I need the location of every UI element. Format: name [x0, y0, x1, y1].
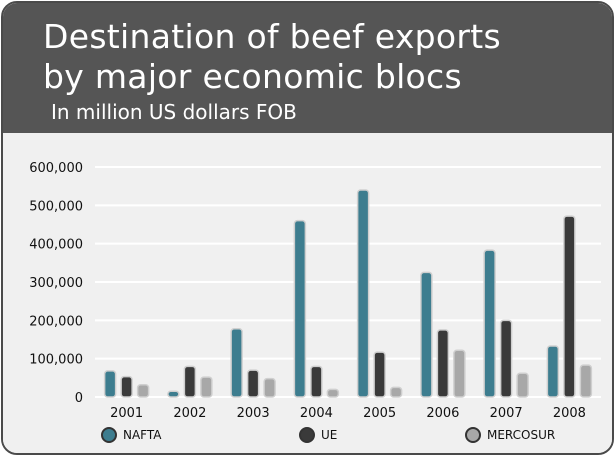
- chart-header: Destination of beef exports by major eco…: [3, 3, 612, 133]
- bar-nafta-2002: [167, 390, 180, 398]
- bar-mercosur-2004: [326, 388, 340, 398]
- bar-nafta-2001: [103, 370, 117, 398]
- bar-nafta-2004: [293, 219, 307, 398]
- bar-ue-2004: [310, 365, 323, 398]
- y-tick-label: 600,000: [29, 161, 83, 176]
- bar-mercosur-2001: [136, 383, 150, 398]
- chart-title: Destination of beef exports by major eco…: [43, 17, 501, 96]
- y-tick-label: 400,000: [29, 238, 83, 253]
- y-tick-label: 0: [75, 391, 83, 406]
- bar-nafta-2005: [356, 189, 370, 398]
- bar-ue-2003: [246, 369, 260, 398]
- y-tick-label: 200,000: [29, 314, 83, 329]
- y-tick-label: 500,000: [29, 199, 83, 214]
- legend-item-mercosur: MERCOSUR: [465, 425, 555, 445]
- bar-ue-2006: [436, 329, 450, 398]
- bar-ue-2007: [499, 319, 513, 398]
- bar-mercosur-2008: [579, 364, 593, 398]
- x-tick-label: 2008: [553, 406, 586, 421]
- legend-item-ue: UE: [299, 425, 337, 445]
- bar-mercosur-2005: [389, 386, 403, 398]
- bar-ue-2002: [183, 365, 197, 398]
- legend-swatch-ue: [299, 427, 315, 443]
- x-tick-label: 2002: [173, 406, 206, 421]
- bar-mercosur-2002: [200, 376, 213, 398]
- y-tick-label: 100,000: [29, 353, 83, 368]
- legend-label-ue: UE: [321, 428, 338, 442]
- legend-label-nafta: NAFTA: [123, 428, 162, 442]
- y-tick-label: 300,000: [29, 276, 83, 291]
- bar-ue-2001: [120, 375, 133, 398]
- legend-swatch-nafta: [101, 427, 117, 443]
- bar-mercosur-2003: [263, 377, 276, 398]
- x-tick-label: 2005: [363, 406, 396, 421]
- plot-area: 0 100,000 200,000 300,000 400,000 500,000 600,…: [3, 133, 612, 453]
- bar-ue-2008: [563, 215, 576, 398]
- legend-swatch-mercosur: [465, 427, 481, 443]
- bar-mercosur-2006: [453, 349, 466, 398]
- bar-mercosur-2007: [516, 372, 529, 398]
- chart-subtitle: In million US dollars FOB: [51, 100, 297, 124]
- bar-nafta-2008: [546, 345, 560, 398]
- bar-chart: 0 100,000 200,000 300,000 400,000 500,000 600,…: [29, 161, 601, 421]
- legend-label-mercosur: MERCOSUR: [487, 428, 556, 442]
- bar-nafta-2007: [483, 249, 496, 398]
- x-tick-label: 2006: [426, 406, 459, 421]
- x-tick-label: 2003: [237, 406, 270, 421]
- bar-nafta-2003: [230, 328, 243, 398]
- x-tick-label: 2004: [300, 406, 333, 421]
- x-tick-label: 2007: [490, 406, 523, 421]
- x-tick-label: 2001: [110, 406, 143, 421]
- bar-ue-2005: [373, 351, 386, 398]
- bar-nafta-2006: [420, 271, 433, 398]
- legend-item-nafta: NAFTA: [101, 425, 161, 445]
